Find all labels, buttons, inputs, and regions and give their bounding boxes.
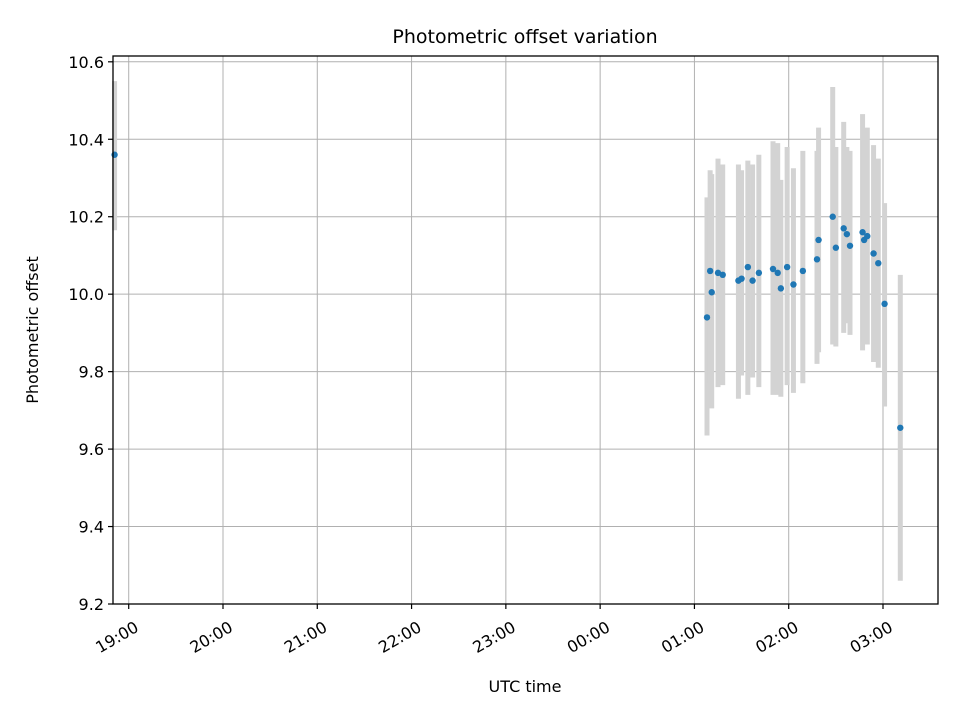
- data-point: [111, 151, 118, 158]
- x-axis-title: UTC time: [489, 677, 562, 696]
- data-point: [708, 289, 715, 296]
- y-tick-label: 10.2: [68, 208, 104, 227]
- data-point: [875, 259, 882, 267]
- x-tick-label: 03:00: [847, 617, 896, 657]
- plot-frame: [112, 55, 939, 605]
- y-tick-label: 9.4: [79, 518, 104, 537]
- data-point: [744, 263, 752, 271]
- data-point: [815, 236, 822, 244]
- data-point: [864, 232, 871, 240]
- y-tick-label: 10.4: [68, 130, 104, 149]
- data-point: [870, 250, 877, 257]
- data-point: [719, 271, 726, 279]
- chart-title: Photometric offset variation: [392, 26, 657, 48]
- y-tick-label: 10.6: [68, 53, 104, 72]
- data-point: [897, 424, 904, 431]
- data-point: [799, 267, 807, 275]
- data-point: [829, 213, 836, 220]
- data-point: [706, 267, 714, 275]
- data-point: [840, 225, 847, 232]
- y-tick-label: 9.8: [79, 363, 104, 382]
- data-point: [749, 277, 756, 284]
- x-tick-label: 20:00: [187, 617, 236, 657]
- y-tick-label: 9.2: [79, 595, 104, 614]
- y-tick-label: 9.6: [79, 440, 104, 459]
- errorbars: [112, 81, 903, 581]
- data-point: [783, 263, 791, 271]
- x-tick-label: 23:00: [469, 617, 518, 657]
- data-point: [859, 229, 866, 236]
- data-point: [832, 244, 840, 251]
- x-tick-label: 02:00: [752, 617, 801, 657]
- data-point: [843, 230, 851, 238]
- y-axis-title: Photometric offset: [23, 256, 42, 404]
- data-point: [769, 265, 777, 273]
- data-point: [774, 269, 781, 277]
- x-tick-label: 21:00: [281, 617, 330, 657]
- data-point: [777, 285, 785, 292]
- x-tick-label: 00:00: [564, 617, 613, 657]
- data-point: [703, 314, 711, 321]
- x-tick-label: 19:00: [92, 617, 141, 657]
- data-point: [813, 256, 821, 263]
- data-points: [111, 151, 904, 431]
- data-point: [881, 300, 888, 308]
- x-tick-label: 22:00: [375, 617, 424, 657]
- y-tick-label: 10.0: [68, 285, 104, 304]
- data-point: [790, 281, 797, 288]
- x-tick-label: 01:00: [658, 617, 707, 657]
- data-point: [755, 269, 763, 277]
- data-point: [738, 275, 745, 282]
- data-point: [846, 242, 854, 249]
- grid: [113, 56, 938, 605]
